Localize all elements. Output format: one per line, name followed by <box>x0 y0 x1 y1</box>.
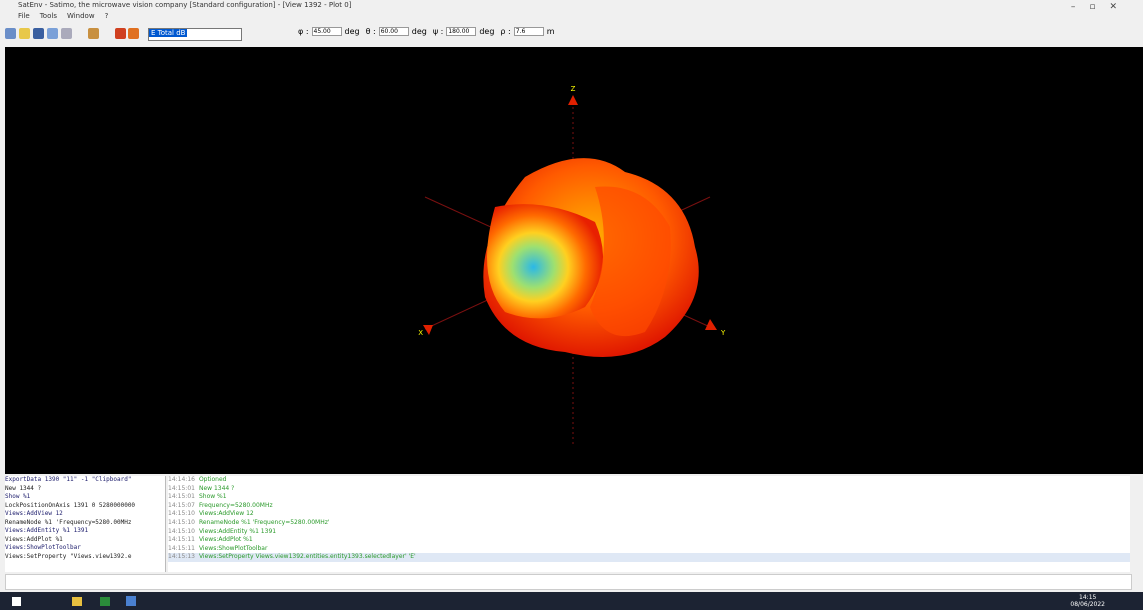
log-text: New 1344 ? <box>198 484 235 492</box>
app-icon[interactable] <box>100 597 110 606</box>
tool-icon[interactable] <box>88 28 99 39</box>
console-line: New 1344 ? <box>5 484 42 492</box>
tool-icon[interactable] <box>33 28 44 39</box>
log-entry: 14:14:16 Optioned <box>168 476 1130 485</box>
console-line: ExportData 1390 "11" -1 "Clipboard" <box>5 476 132 483</box>
log-time: 14:15:10 <box>168 518 195 526</box>
angle-symbol: θ : <box>365 27 376 36</box>
console-line: Views:AddPlot %1 <box>5 535 63 543</box>
log-entry: 14:15:10 Views:AddView 12 <box>168 510 1130 519</box>
angle-input[interactable]: 180.00 <box>446 27 477 36</box>
tool-icon[interactable] <box>115 28 126 39</box>
menu-bar: File Tools Window? <box>18 12 108 20</box>
log-entry: 14:15:11 Views:AddPlot %1 <box>168 536 1130 545</box>
log-text: Views:AddView 12 <box>198 510 254 518</box>
console-line: Views:AddEntity %1 1391 <box>5 527 89 534</box>
window-controls[interactable]: –▫✕ <box>1070 2 1131 12</box>
angle-control: φ :45.00 deg <box>298 27 360 36</box>
clock-date: 08/06/2022 <box>1070 601 1105 608</box>
log-time: 14:15:10 <box>168 527 195 535</box>
log-entry: 14:15:07 Frequency=5280.00MHz <box>168 502 1130 511</box>
log-text: Optioned <box>198 476 227 483</box>
clock: 14:15 08/06/2022 <box>1070 594 1105 608</box>
angle-symbol: φ : <box>298 27 309 36</box>
tool-icon[interactable] <box>61 28 72 39</box>
angle-controls: φ :45.00 deg θ :60.00 deg ψ :180.00 deg ρ :7.6… <box>298 27 555 36</box>
log-text: Views:AddPlot %1 <box>198 536 253 544</box>
angle-symbol: ρ : <box>500 27 511 36</box>
log-panel: 14:14:16 Optioned 14:15:01 New 1344 ? 14:15:… <box>168 476 1130 572</box>
log-time: 14:15:01 <box>168 484 195 492</box>
menu-item[interactable]: File <box>18 12 30 20</box>
command-console[interactable]: ExportData 1390 "11" -1 "Clipboard" New 1… <box>5 476 166 572</box>
log-text: Views:AddEntity %1 1391 <box>198 527 277 535</box>
app-icon[interactable] <box>126 596 136 606</box>
field-value: E Total dB <box>149 29 188 37</box>
angle-unit: deg <box>344 27 360 36</box>
console-line: LockPositionOnAxis 1391 0 5280000000 <box>5 501 136 509</box>
axis-label: X <box>418 329 423 337</box>
angle-control: ρ :7.6 m <box>500 27 555 36</box>
axis-label: Z <box>571 85 576 93</box>
tool-icon[interactable] <box>19 28 30 39</box>
window-title: SatEnv - Satimo, the microwave vision co… <box>18 1 352 9</box>
log-entry: 14:15:01 Show %1 <box>168 493 1130 502</box>
log-entry: 14:15:11 Views:ShowPlotToolbar <box>168 545 1130 554</box>
status-bar <box>5 574 1132 590</box>
menu-item[interactable]: ? <box>104 12 109 20</box>
log-time: 14:14:16 <box>168 476 195 483</box>
menu-item[interactable]: Window <box>66 12 95 20</box>
log-time: 14:15:13 <box>168 553 195 561</box>
tool-icon[interactable] <box>128 28 139 39</box>
log-text: Views:ShowPlotToolbar <box>198 544 268 552</box>
angle-control: ψ :180.00 deg <box>432 27 495 36</box>
log-entry: 14:15:13 Views:SetProperty Views.view1392… <box>168 553 1130 562</box>
log-time: 14:15:01 <box>168 493 195 501</box>
log-time: 14:15:10 <box>168 510 195 518</box>
log-time: 14:15:11 <box>168 536 195 544</box>
clock-time: 14:15 <box>1079 594 1097 601</box>
angle-unit: m <box>546 27 555 36</box>
log-text: Views:SetProperty Views.view1392.entitie… <box>198 553 416 561</box>
pattern-front <box>487 204 603 319</box>
log-entry: 14:15:01 New 1344 ? <box>168 485 1130 494</box>
field-dropdown[interactable]: E Total dB <box>148 28 242 41</box>
menu-item[interactable]: Tools <box>39 12 57 20</box>
log-text: RenameNode %1 'Frequency=5280.00MHz' <box>198 518 330 526</box>
start-button[interactable] <box>12 597 21 606</box>
pattern-lobe <box>590 186 671 337</box>
angle-unit: deg <box>411 27 427 36</box>
log-time: 14:15:11 <box>168 544 195 552</box>
angle-unit: deg <box>479 27 495 36</box>
angle-input[interactable]: 45.00 <box>311 27 342 36</box>
axis-label: Y <box>720 329 726 337</box>
angle-input[interactable]: 60.00 <box>378 27 409 36</box>
console-line: RenameNode %1 'Frequency=5280.00MHz <box>5 518 132 526</box>
log-text: Show %1 <box>198 493 227 501</box>
angle-input[interactable]: 7.6 <box>513 27 544 36</box>
log-entry: 14:15:10 RenameNode %1 'Frequency=5280.00… <box>168 519 1130 528</box>
app-icon[interactable] <box>72 597 82 606</box>
tool-icon[interactable] <box>5 28 16 39</box>
viewport: Z X Y <box>5 47 1143 474</box>
toolbar: E Total dB φ :45.00 deg θ :60.00 deg ψ :180.… <box>0 24 1143 44</box>
log-time: 14:15:07 <box>168 501 195 509</box>
tool-icon[interactable] <box>47 28 58 39</box>
console-line: Views:ShowPlotToolbar <box>5 544 81 551</box>
taskbar: 14:15 08/06/2022 <box>0 592 1143 610</box>
log-entry: 14:15:10 Views:AddEntity %1 1391 <box>168 528 1130 537</box>
angle-symbol: ψ : <box>432 27 444 36</box>
log-text: Frequency=5280.00MHz <box>198 501 273 509</box>
console-line: Views:SetProperty "Views.view1392.e <box>5 552 132 560</box>
angle-control: θ :60.00 deg <box>366 27 427 36</box>
console-line: Show %1 <box>5 493 31 500</box>
console-line: Views:AddView 12 <box>5 510 63 517</box>
view-3d: Z X Y <box>418 85 726 447</box>
